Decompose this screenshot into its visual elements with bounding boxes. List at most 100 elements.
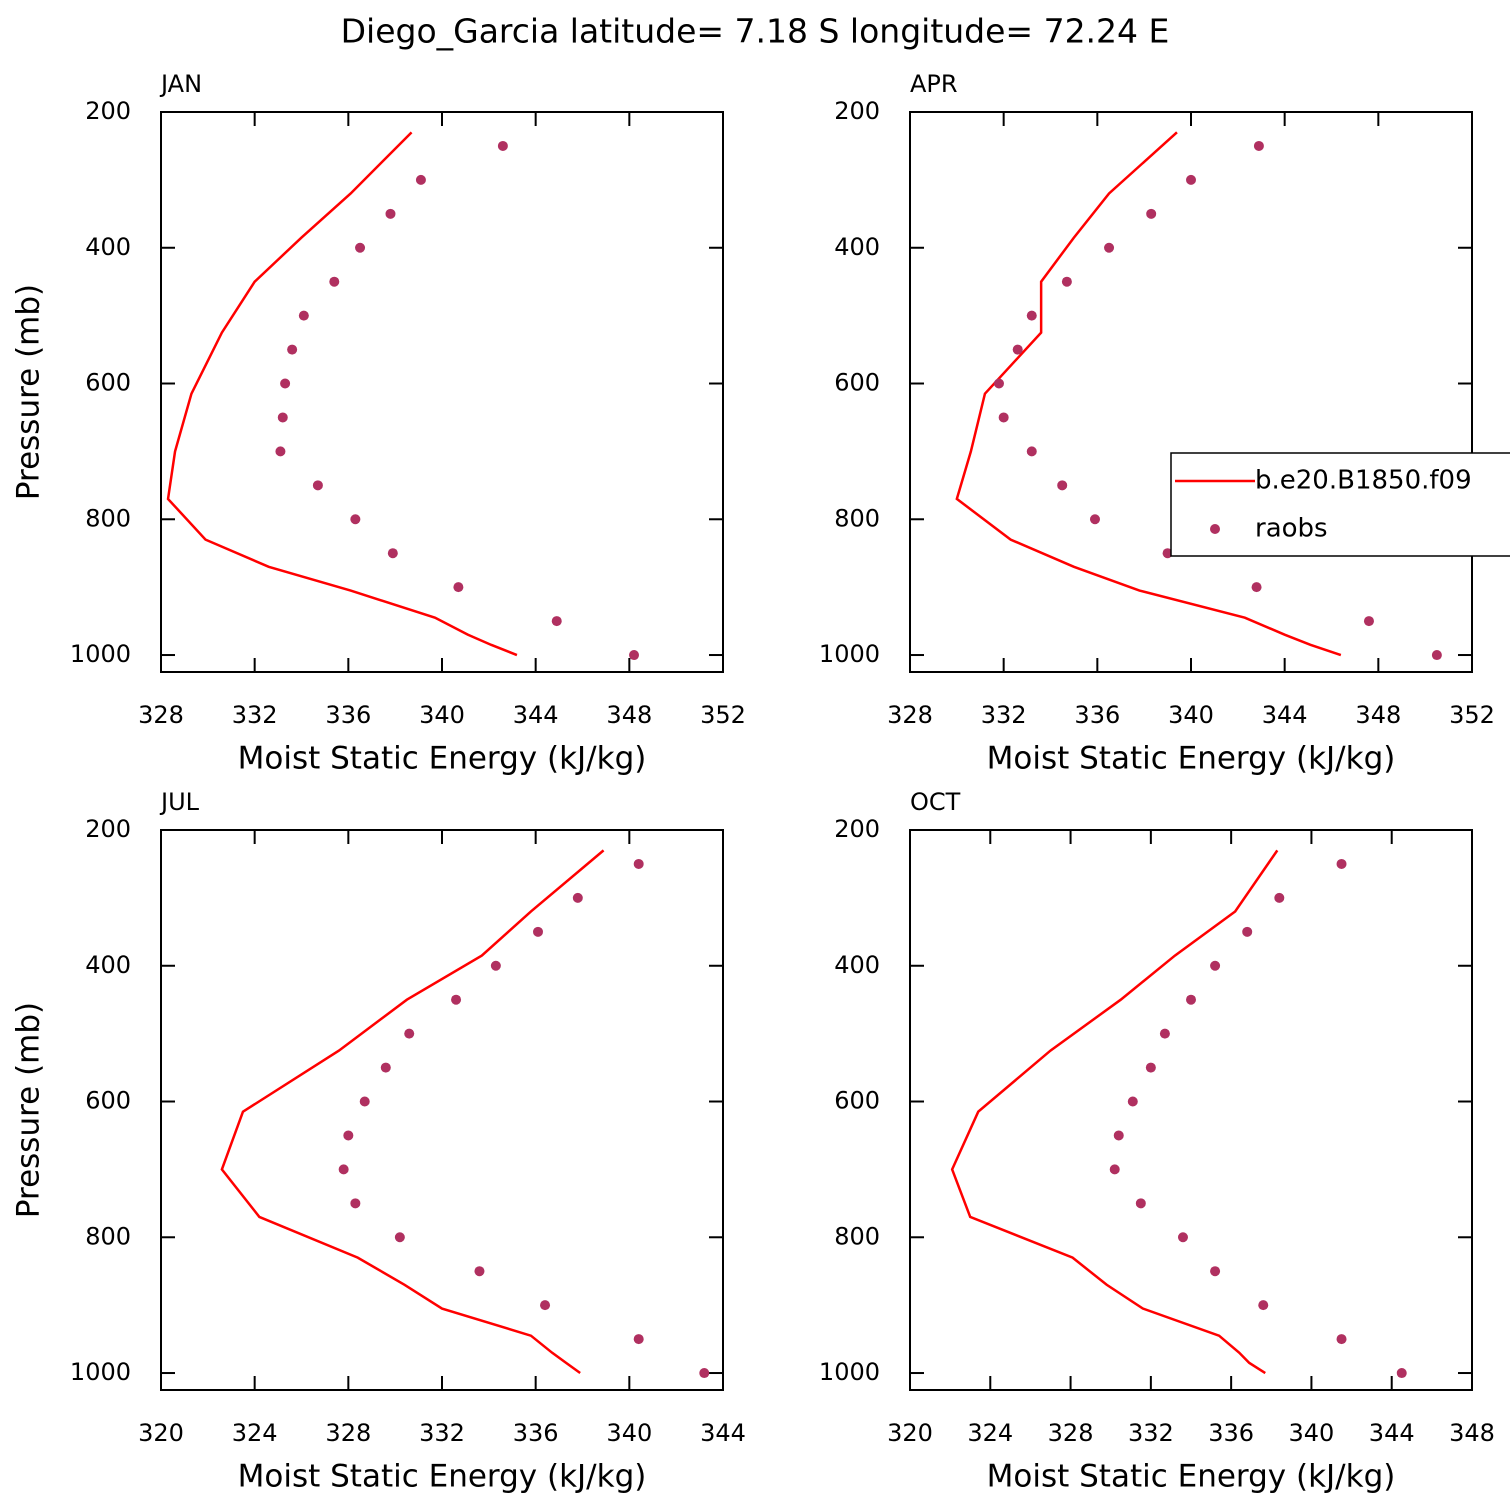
y-tick-label: 600 [834, 369, 880, 397]
obs-dot [1396, 1368, 1407, 1379]
obs-dot [540, 1300, 551, 1311]
x-tick-label: 332 [1128, 1419, 1174, 1447]
obs-dot [1274, 892, 1285, 903]
obs-dot [338, 1164, 349, 1175]
x-tick-label: 332 [981, 701, 1027, 729]
obs-dot [1251, 582, 1262, 593]
obs-dot [533, 926, 544, 937]
x-tick-label: 336 [1208, 1419, 1254, 1447]
obs-dot [1336, 1334, 1347, 1345]
obs-dot [1210, 1266, 1221, 1277]
obs-dot [453, 582, 464, 593]
panel: OCT 320 324 328 332 336 340 344 348 200 400 600 800 1… [819, 788, 1495, 1495]
obs-dot [1135, 1198, 1146, 1209]
x-axis-label: Moist Static Energy (kJ/kg) [987, 1459, 1396, 1495]
model-line [166, 131, 518, 657]
obs-dot [1145, 1062, 1156, 1073]
x-tick-label: 328 [1048, 1419, 1094, 1447]
x-tick-label: 328 [887, 701, 933, 729]
obs-dot [998, 412, 1009, 423]
obs-dot [1336, 858, 1347, 869]
obs-dot [1242, 926, 1253, 937]
x-tick-label: 344 [513, 701, 559, 729]
obs-dot [1057, 480, 1068, 491]
x-tick-label: 352 [700, 701, 746, 729]
obs-dot [343, 1130, 354, 1141]
obs-dot [1159, 1028, 1170, 1039]
obs-dot [629, 650, 640, 661]
x-axis-label: Moist Static Energy (kJ/kg) [987, 741, 1396, 777]
x-tick-label: 328 [325, 1419, 371, 1447]
x-tick-label: 324 [967, 1419, 1013, 1447]
plot-frame [160, 111, 724, 673]
x-tick-label: 328 [138, 701, 184, 729]
obs-dot [1104, 242, 1115, 253]
obs-dot [415, 174, 426, 185]
x-tick-label: 320 [887, 1419, 933, 1447]
y-tick-label: 400 [834, 951, 880, 979]
obs-dot [572, 892, 583, 903]
obs-dot [1253, 140, 1264, 151]
y-tick-label: 400 [834, 233, 880, 261]
model-line [950, 849, 1279, 1375]
model-line [955, 131, 1342, 657]
obs-dot [350, 514, 361, 525]
y-tick-label: 1000 [70, 640, 131, 668]
y-tick-label: 200 [834, 815, 880, 843]
y-tick-label: 600 [85, 1087, 131, 1115]
obs-dot [633, 1334, 644, 1345]
y-tick-label: 800 [85, 504, 131, 532]
obs-dot [1089, 514, 1100, 525]
y-tick-label: 400 [85, 233, 131, 261]
obs-dot [633, 858, 644, 869]
obs-dot [355, 242, 366, 253]
y-tick-label: 1000 [819, 640, 880, 668]
x-tick-label: 348 [1355, 701, 1401, 729]
y-tick-label: 1000 [819, 1358, 880, 1386]
obs-dot [1109, 1164, 1120, 1175]
y-tick-label: 400 [85, 951, 131, 979]
figure-title: Diego_Garcia latitude= 7.18 S longitude=… [341, 12, 1170, 51]
obs-dot [1127, 1096, 1138, 1107]
x-tick-label: 344 [700, 1419, 746, 1447]
obs-dot [380, 1062, 391, 1073]
x-tick-label: 340 [419, 701, 465, 729]
y-tick-label: 600 [85, 369, 131, 397]
obs-dot [1363, 616, 1374, 627]
x-tick-label: 336 [1074, 701, 1120, 729]
obs-dot [404, 1028, 415, 1039]
obs-dot [329, 276, 340, 287]
x-tick-label: 332 [419, 1419, 465, 1447]
x-tick-label: 344 [1369, 1419, 1415, 1447]
y-tick-label: 200 [834, 97, 880, 125]
obs-dot [1210, 960, 1221, 971]
panel: JUL 320 324 328 332 336 340 344 200 400 600 800 1000… [11, 788, 746, 1495]
x-axis-label: Moist Static Energy (kJ/kg) [238, 741, 647, 777]
y-tick-label: 200 [85, 815, 131, 843]
y-axis-label: Pressure (mb) [11, 284, 47, 500]
panel: JAN 328 332 336 340 344 348 352 200 400 600 800 1000… [11, 70, 746, 777]
x-tick-label: 348 [1449, 1419, 1495, 1447]
x-tick-label: 352 [1449, 701, 1495, 729]
panel-title: JAN [159, 70, 202, 98]
obs-dot [1113, 1130, 1124, 1141]
x-tick-label: 336 [325, 701, 371, 729]
x-tick-label: 320 [138, 1419, 184, 1447]
x-tick-label: 340 [1289, 1419, 1335, 1447]
obs-dot [287, 344, 298, 355]
y-tick-label: 600 [834, 1087, 880, 1115]
obs-dot [1258, 1300, 1269, 1311]
y-tick-label: 800 [834, 504, 880, 532]
legend-dot [1210, 524, 1220, 534]
panel-title: JUL [159, 788, 200, 816]
obs-dot [451, 994, 462, 1005]
obs-dot [298, 310, 309, 321]
x-tick-label: 332 [232, 701, 278, 729]
obs-dot [1186, 174, 1196, 185]
obs-dot [1146, 208, 1157, 219]
obs-dot [699, 1368, 710, 1379]
obs-dot [1186, 994, 1196, 1005]
x-axis-label: Moist Static Energy (kJ/kg) [238, 1459, 647, 1495]
obs-dot [1026, 310, 1037, 321]
